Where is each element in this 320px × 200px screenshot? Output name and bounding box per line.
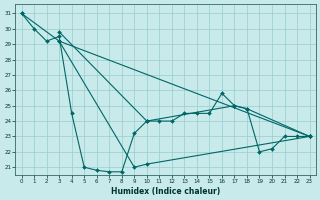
X-axis label: Humidex (Indice chaleur): Humidex (Indice chaleur): [111, 187, 220, 196]
